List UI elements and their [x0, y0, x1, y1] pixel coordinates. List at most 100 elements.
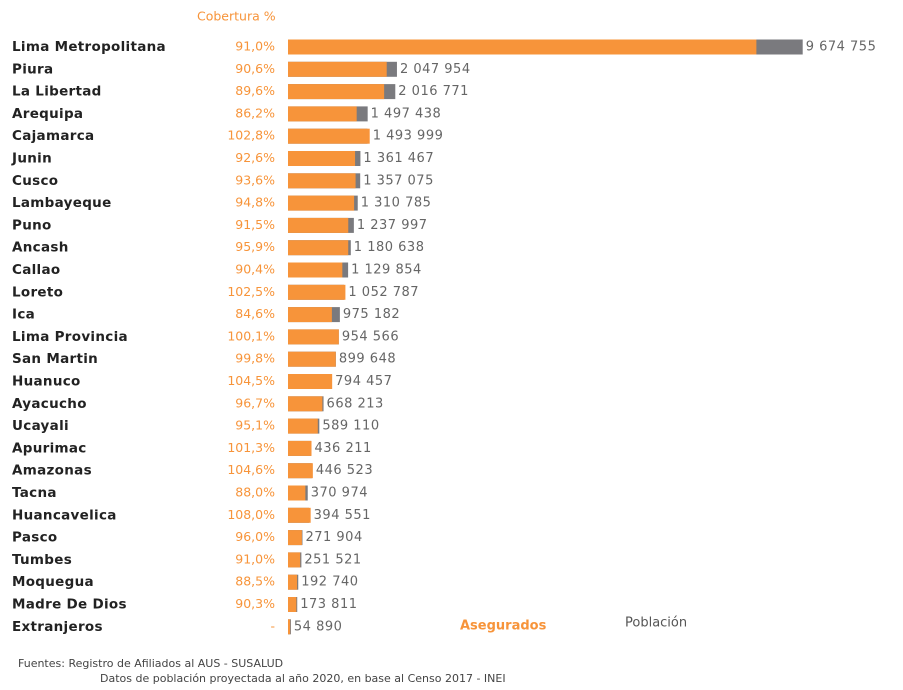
insured-bar: [288, 374, 333, 389]
category-label: Arequipa: [12, 106, 83, 122]
population-label: 1 129 854: [351, 263, 422, 278]
coverage-label: 102,5%: [227, 284, 275, 299]
insured-bar: [288, 106, 357, 122]
coverage-label: 88,5%: [235, 574, 275, 589]
insured-bar: [288, 151, 356, 166]
insured-bar: [288, 351, 336, 367]
population-label: 192 740: [301, 575, 358, 590]
insured-bar: [288, 574, 298, 590]
category-label: Cusco: [12, 173, 58, 189]
insured-bar: [288, 128, 370, 144]
population-label: 251 521: [304, 552, 361, 567]
coverage-label: 108,0%: [227, 507, 275, 522]
population-label: 589 110: [322, 419, 379, 434]
population-label: 2 016 771: [398, 84, 469, 99]
coverage-label: 96,7%: [235, 395, 275, 410]
category-label: Puno: [12, 217, 52, 233]
insured-bar: [288, 396, 323, 412]
coverage-title: Cobertura %: [197, 9, 276, 24]
category-label: Callao: [12, 262, 60, 278]
category-label: Lima Metropolitana: [12, 39, 166, 55]
population-label: 436 211: [315, 441, 372, 456]
insured-bar: [288, 240, 349, 256]
coverage-label: 96,0%: [235, 529, 275, 544]
category-label: Junin: [11, 151, 52, 167]
category-label: Madre De Dios: [12, 597, 127, 613]
coverage-label: -: [270, 618, 275, 633]
coverage-label: 95,1%: [235, 418, 275, 433]
insured-bar: [288, 217, 349, 233]
legend-poblacion: Población: [625, 616, 687, 631]
coverage-label: 91,5%: [235, 217, 275, 232]
coverage-label: 104,5%: [227, 373, 275, 388]
insured-bar: [288, 463, 313, 479]
population-label: 975 182: [343, 307, 400, 322]
population-label: 1 180 638: [354, 240, 425, 255]
insured-bar: [288, 597, 297, 612]
insured-bar: [288, 530, 302, 546]
category-label: Huancavelica: [12, 507, 117, 523]
population-label: 394 551: [314, 508, 371, 523]
category-label: Apurimac: [12, 440, 87, 456]
insured-bar: [288, 284, 346, 300]
insured-bar: [288, 84, 385, 100]
insured-bar: [288, 173, 356, 189]
insured-bar: [288, 307, 332, 323]
coverage-label: 94,8%: [235, 195, 275, 210]
population-label: 1 361 467: [363, 151, 434, 166]
population-label: 794 457: [335, 374, 392, 389]
coverage-label: 86,2%: [235, 105, 275, 120]
coverage-label: 102,8%: [227, 128, 275, 143]
coverage-label: 90,4%: [235, 262, 275, 277]
coverage-label: 104,6%: [227, 462, 275, 477]
population-label: 954 566: [342, 329, 399, 344]
population-label: 899 648: [339, 352, 396, 367]
population-label: 668 213: [327, 396, 384, 411]
category-label: Ayacucho: [12, 396, 87, 412]
population-label: 1 357 075: [363, 173, 434, 188]
coverage-label: 88,0%: [235, 485, 275, 500]
insured-bar: [288, 619, 291, 635]
coverage-label: 91,0%: [235, 551, 275, 566]
insured-bar: [288, 195, 355, 211]
category-label: Ancash: [12, 240, 69, 256]
category-label: Tacna: [12, 485, 57, 501]
category-label: La Libertad: [12, 84, 102, 100]
category-label: San Martin: [12, 351, 98, 367]
category-label: Amazonas: [12, 463, 92, 479]
population-label: 271 904: [305, 530, 362, 545]
insured-bar: [288, 329, 339, 345]
category-label: Moquegua: [12, 574, 94, 590]
insured-bar: [288, 552, 301, 568]
coverage-label: 91,0%: [235, 39, 275, 54]
category-label: Ucayali: [12, 418, 69, 434]
category-label: Huanuco: [12, 374, 81, 390]
coverage-label: 84,6%: [235, 306, 275, 321]
insured-bar: [288, 418, 318, 434]
category-label: Lima Provincia: [12, 329, 128, 345]
coverage-label: 90,6%: [235, 61, 275, 76]
population-label: 1 497 438: [371, 106, 442, 121]
category-label: Cajamarca: [12, 128, 94, 144]
coverage-label: 89,6%: [235, 83, 275, 98]
category-label: Tumbes: [12, 552, 72, 568]
insured-bar: [288, 485, 306, 501]
source: Datos de población proyectada al año 202…: [100, 672, 506, 685]
population-label: 370 974: [311, 486, 368, 501]
coverage-label: 90,3%: [235, 596, 275, 611]
insured-bar: [288, 440, 312, 456]
insured-bar: [288, 61, 387, 77]
category-label: Extranjeros: [12, 619, 103, 635]
population-label: 446 523: [316, 463, 373, 478]
insured-bar: [288, 507, 311, 523]
category-label: Pasco: [12, 530, 57, 546]
population-label: 1 052 787: [348, 285, 419, 300]
legend-asegurados: Asegurados: [460, 619, 547, 634]
population-label: 9 674 755: [806, 40, 877, 55]
category-label: Lambayeque: [12, 195, 112, 211]
population-label: 1 493 999: [373, 129, 444, 144]
coverage-label: 93,6%: [235, 172, 275, 187]
insured-bar: [288, 262, 343, 278]
population-label: 2 047 954: [400, 62, 471, 77]
